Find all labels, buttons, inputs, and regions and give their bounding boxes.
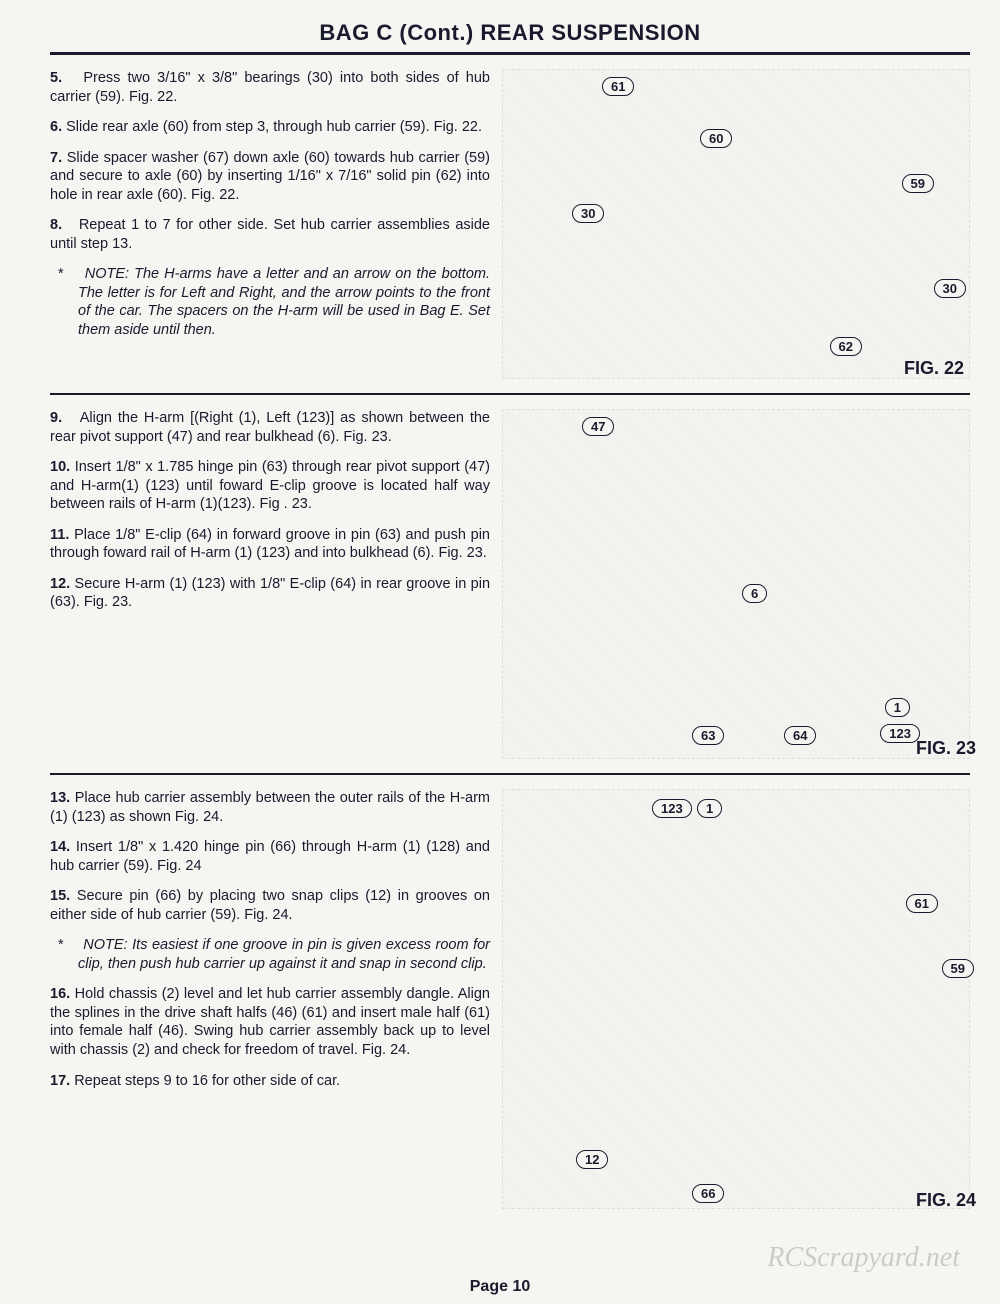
step-7: 7. Slide spacer washer (67) down axle (6… bbox=[50, 149, 490, 205]
fig-label-24: FIG. 24 bbox=[916, 1190, 976, 1211]
step-13-text: Place hub carrier assembly between the o… bbox=[50, 790, 490, 825]
step-9-text: Align the H-arm [(Right (1), Left (123)]… bbox=[50, 410, 490, 445]
callout-62: 62 bbox=[830, 337, 862, 356]
callout-30a: 30 bbox=[572, 204, 604, 223]
callout-123b: 123 bbox=[652, 799, 692, 818]
callout-1b: 1 bbox=[697, 799, 722, 818]
step-6-text: Slide rear axle (60) from step 3, throug… bbox=[66, 119, 482, 135]
callout-66: 66 bbox=[692, 1184, 724, 1203]
step-15: 15. Secure pin (66) by placing two snap … bbox=[50, 887, 490, 924]
step-7-text: Slide spacer washer (67) down axle (60) … bbox=[50, 150, 490, 203]
callout-12: 12 bbox=[576, 1150, 608, 1169]
step-10: 10. Insert 1/8" x 1.785 hinge pin (63) t… bbox=[50, 458, 490, 514]
callout-123: 123 bbox=[880, 724, 920, 743]
note-1: * NOTE: The H-arms have a letter and an … bbox=[50, 265, 490, 339]
diagram-placeholder-24 bbox=[502, 789, 970, 1209]
step-13: 13. Place hub carrier assembly between t… bbox=[50, 789, 490, 826]
page-number: Page 10 bbox=[470, 1278, 530, 1296]
callout-61b: 61 bbox=[906, 894, 938, 913]
step-11: 11. Place 1/8" E-clip (64) in forward gr… bbox=[50, 526, 490, 563]
text-column-3: 13. Place hub carrier assembly between t… bbox=[50, 789, 490, 1209]
step-15-text: Secure pin (66) by placing two snap clip… bbox=[50, 888, 490, 923]
step-9: 9. Align the H-arm [(Right (1), Left (12… bbox=[50, 409, 490, 446]
diagram-fig23: 47 6 63 64 1 123 FIG. 23 bbox=[502, 409, 970, 759]
fig-label-23: FIG. 23 bbox=[916, 738, 976, 759]
callout-47: 47 bbox=[582, 417, 614, 436]
step-6: 6. Slide rear axle (60) from step 3, thr… bbox=[50, 118, 490, 137]
step-8-text: Repeat 1 to 7 for other side. Set hub ca… bbox=[50, 217, 490, 252]
step-17: 17. Repeat steps 9 to 16 for other side … bbox=[50, 1072, 490, 1091]
callout-61: 61 bbox=[602, 77, 634, 96]
callout-1: 1 bbox=[885, 698, 910, 717]
text-column-1: 5. Press two 3/16" x 3/8" bearings (30) … bbox=[50, 69, 490, 379]
top-rule bbox=[50, 52, 970, 55]
step-12: 12. Secure H-arm (1) (123) with 1/8" E-c… bbox=[50, 575, 490, 612]
mid-rule-2 bbox=[50, 773, 970, 775]
fig-label-22: FIG. 22 bbox=[904, 358, 964, 379]
section-fig22: 5. Press two 3/16" x 3/8" bearings (30) … bbox=[50, 69, 970, 379]
callout-64: 64 bbox=[784, 726, 816, 745]
note-2-text: NOTE: Its easiest if one groove in pin i… bbox=[78, 937, 490, 972]
step-5: 5. Press two 3/16" x 3/8" bearings (30) … bbox=[50, 69, 490, 106]
note-2: * NOTE: Its easiest if one groove in pin… bbox=[50, 936, 490, 973]
diagram-fig24: 123 1 61 59 12 66 FIG. 24 bbox=[502, 789, 970, 1209]
manual-page: BAG C (Cont.) REAR SUSPENSION 5. Press t… bbox=[0, 0, 1000, 1304]
section-fig23: 9. Align the H-arm [(Right (1), Left (12… bbox=[50, 409, 970, 759]
text-column-2: 9. Align the H-arm [(Right (1), Left (12… bbox=[50, 409, 490, 759]
step-8: 8. Repeat 1 to 7 for other side. Set hub… bbox=[50, 216, 490, 253]
callout-59b: 59 bbox=[942, 959, 974, 978]
callout-60: 60 bbox=[700, 129, 732, 148]
step-14: 14. Insert 1/8" x 1.420 hinge pin (66) t… bbox=[50, 838, 490, 875]
watermark: RCScrapyard.net bbox=[767, 1242, 960, 1274]
callout-6: 6 bbox=[742, 584, 767, 603]
section-fig24: 13. Place hub carrier assembly between t… bbox=[50, 789, 970, 1209]
step-14-text: Insert 1/8" x 1.420 hinge pin (66) throu… bbox=[50, 839, 490, 874]
callout-30b: 30 bbox=[934, 279, 966, 298]
step-17-text: Repeat steps 9 to 16 for other side of c… bbox=[74, 1073, 340, 1089]
diagram-fig22: 61 60 30 59 30 62 FIG. 22 bbox=[502, 69, 970, 379]
step-16: 16. Hold chassis (2) level and let hub c… bbox=[50, 985, 490, 1059]
step-5-text: Press two 3/16" x 3/8" bearings (30) int… bbox=[50, 70, 490, 105]
step-16-text: Hold chassis (2) level and let hub carri… bbox=[50, 986, 490, 1058]
callout-59: 59 bbox=[902, 174, 934, 193]
callout-63: 63 bbox=[692, 726, 724, 745]
note-1-text: NOTE: The H-arms have a letter and an ar… bbox=[78, 266, 490, 338]
mid-rule-1 bbox=[50, 393, 970, 395]
page-title: BAG C (Cont.) REAR SUSPENSION bbox=[50, 20, 970, 46]
step-10-text: Insert 1/8" x 1.785 hinge pin (63) throu… bbox=[50, 459, 490, 512]
step-12-text: Secure H-arm (1) (123) with 1/8" E-clip … bbox=[50, 576, 490, 611]
step-11-text: Place 1/8" E-clip (64) in forward groove… bbox=[50, 527, 490, 562]
diagram-placeholder-22 bbox=[502, 69, 970, 379]
